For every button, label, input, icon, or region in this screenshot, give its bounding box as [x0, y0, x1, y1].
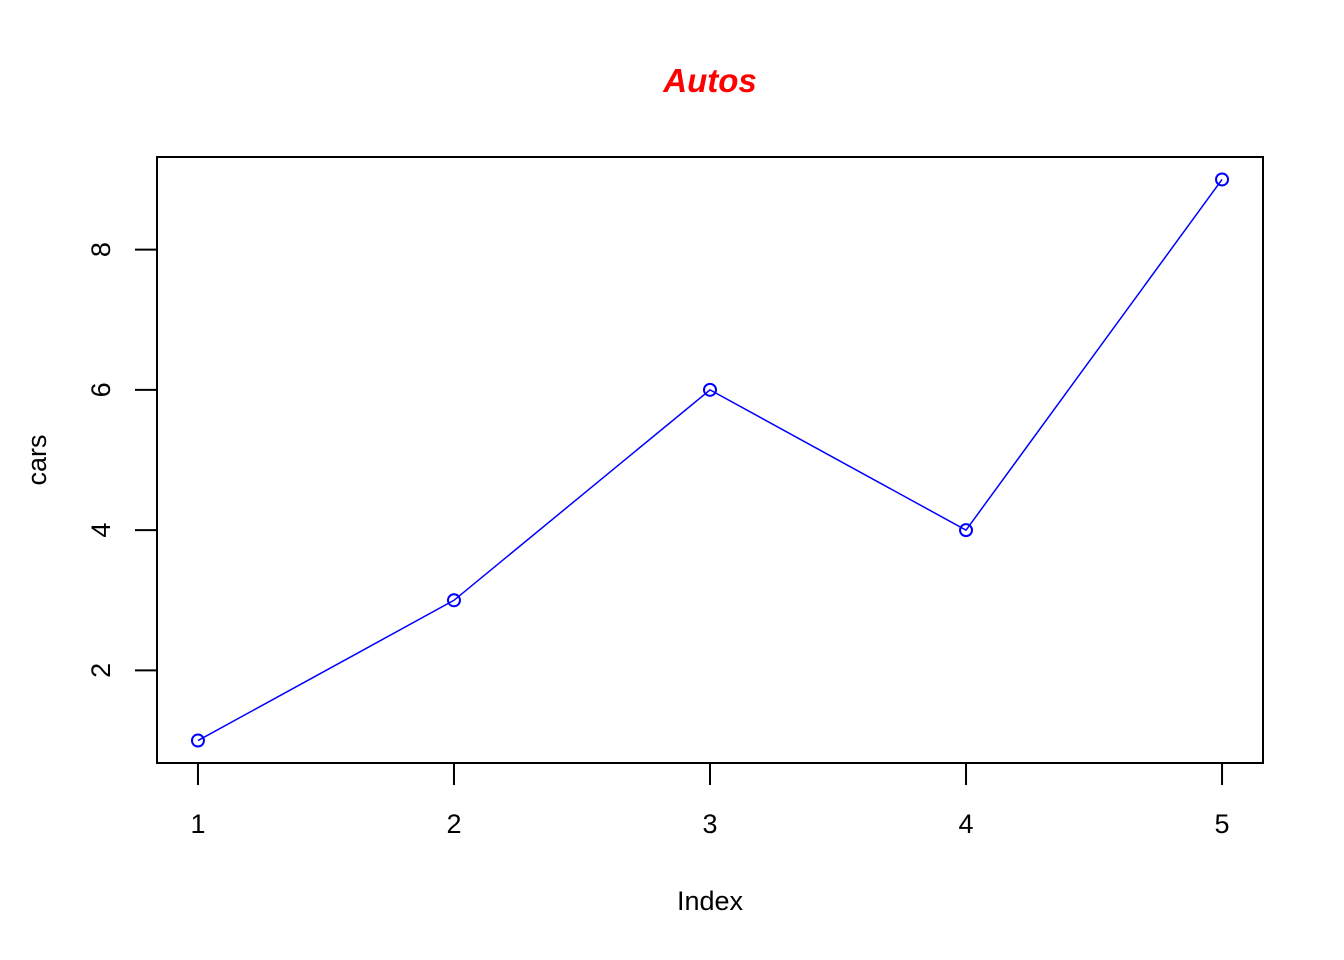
x-tick-label: 4: [959, 809, 974, 839]
x-tick-label: 1: [190, 809, 205, 839]
data-point: [1215, 172, 1230, 187]
chart-title: Autos: [662, 62, 757, 99]
data-point: [703, 382, 717, 397]
series-cars: [190, 172, 1230, 748]
data-point: [190, 733, 205, 748]
y-tick-label: 6: [86, 382, 116, 397]
y-tick-label: 2: [86, 663, 116, 678]
x-tick-label: 3: [702, 809, 717, 839]
y-tick-label: 8: [86, 242, 116, 257]
x-tick-label: 5: [1215, 809, 1230, 839]
y-tick-label: 4: [86, 523, 116, 538]
y-axis-label: cars: [22, 434, 52, 485]
y-axis: 2 4 6 8: [86, 242, 158, 678]
data-point: [959, 523, 974, 538]
series-line: [197, 179, 1223, 742]
data-point: [446, 593, 461, 608]
x-axis: 1 2 3 4 5: [190, 762, 1230, 839]
x-axis-label: Index: [677, 886, 744, 916]
x-tick-label: 2: [446, 809, 461, 839]
